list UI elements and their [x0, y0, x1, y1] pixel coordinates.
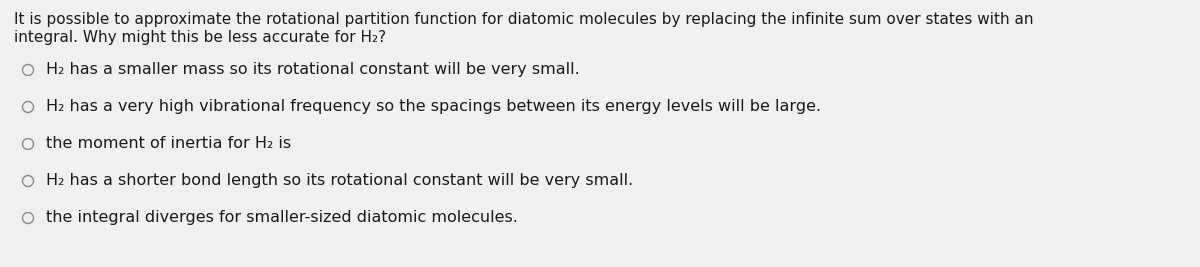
Text: the integral diverges for smaller-sized diatomic molecules.: the integral diverges for smaller-sized … — [46, 210, 518, 225]
Text: the moment of inertia for H₂ is: the moment of inertia for H₂ is — [46, 136, 292, 151]
Text: integral. Why might this be less accurate for H₂?: integral. Why might this be less accurat… — [14, 30, 386, 45]
Text: H₂ has a shorter bond length so its rotational constant will be very small.: H₂ has a shorter bond length so its rota… — [46, 173, 634, 188]
Text: It is possible to approximate the rotational partition function for diatomic mol: It is possible to approximate the rotati… — [14, 12, 1033, 27]
Text: H₂ has a smaller mass so its rotational constant will be very small.: H₂ has a smaller mass so its rotational … — [46, 62, 580, 77]
Text: H₂ has a very high vibrational frequency so the spacings between its energy leve: H₂ has a very high vibrational frequency… — [46, 99, 821, 114]
